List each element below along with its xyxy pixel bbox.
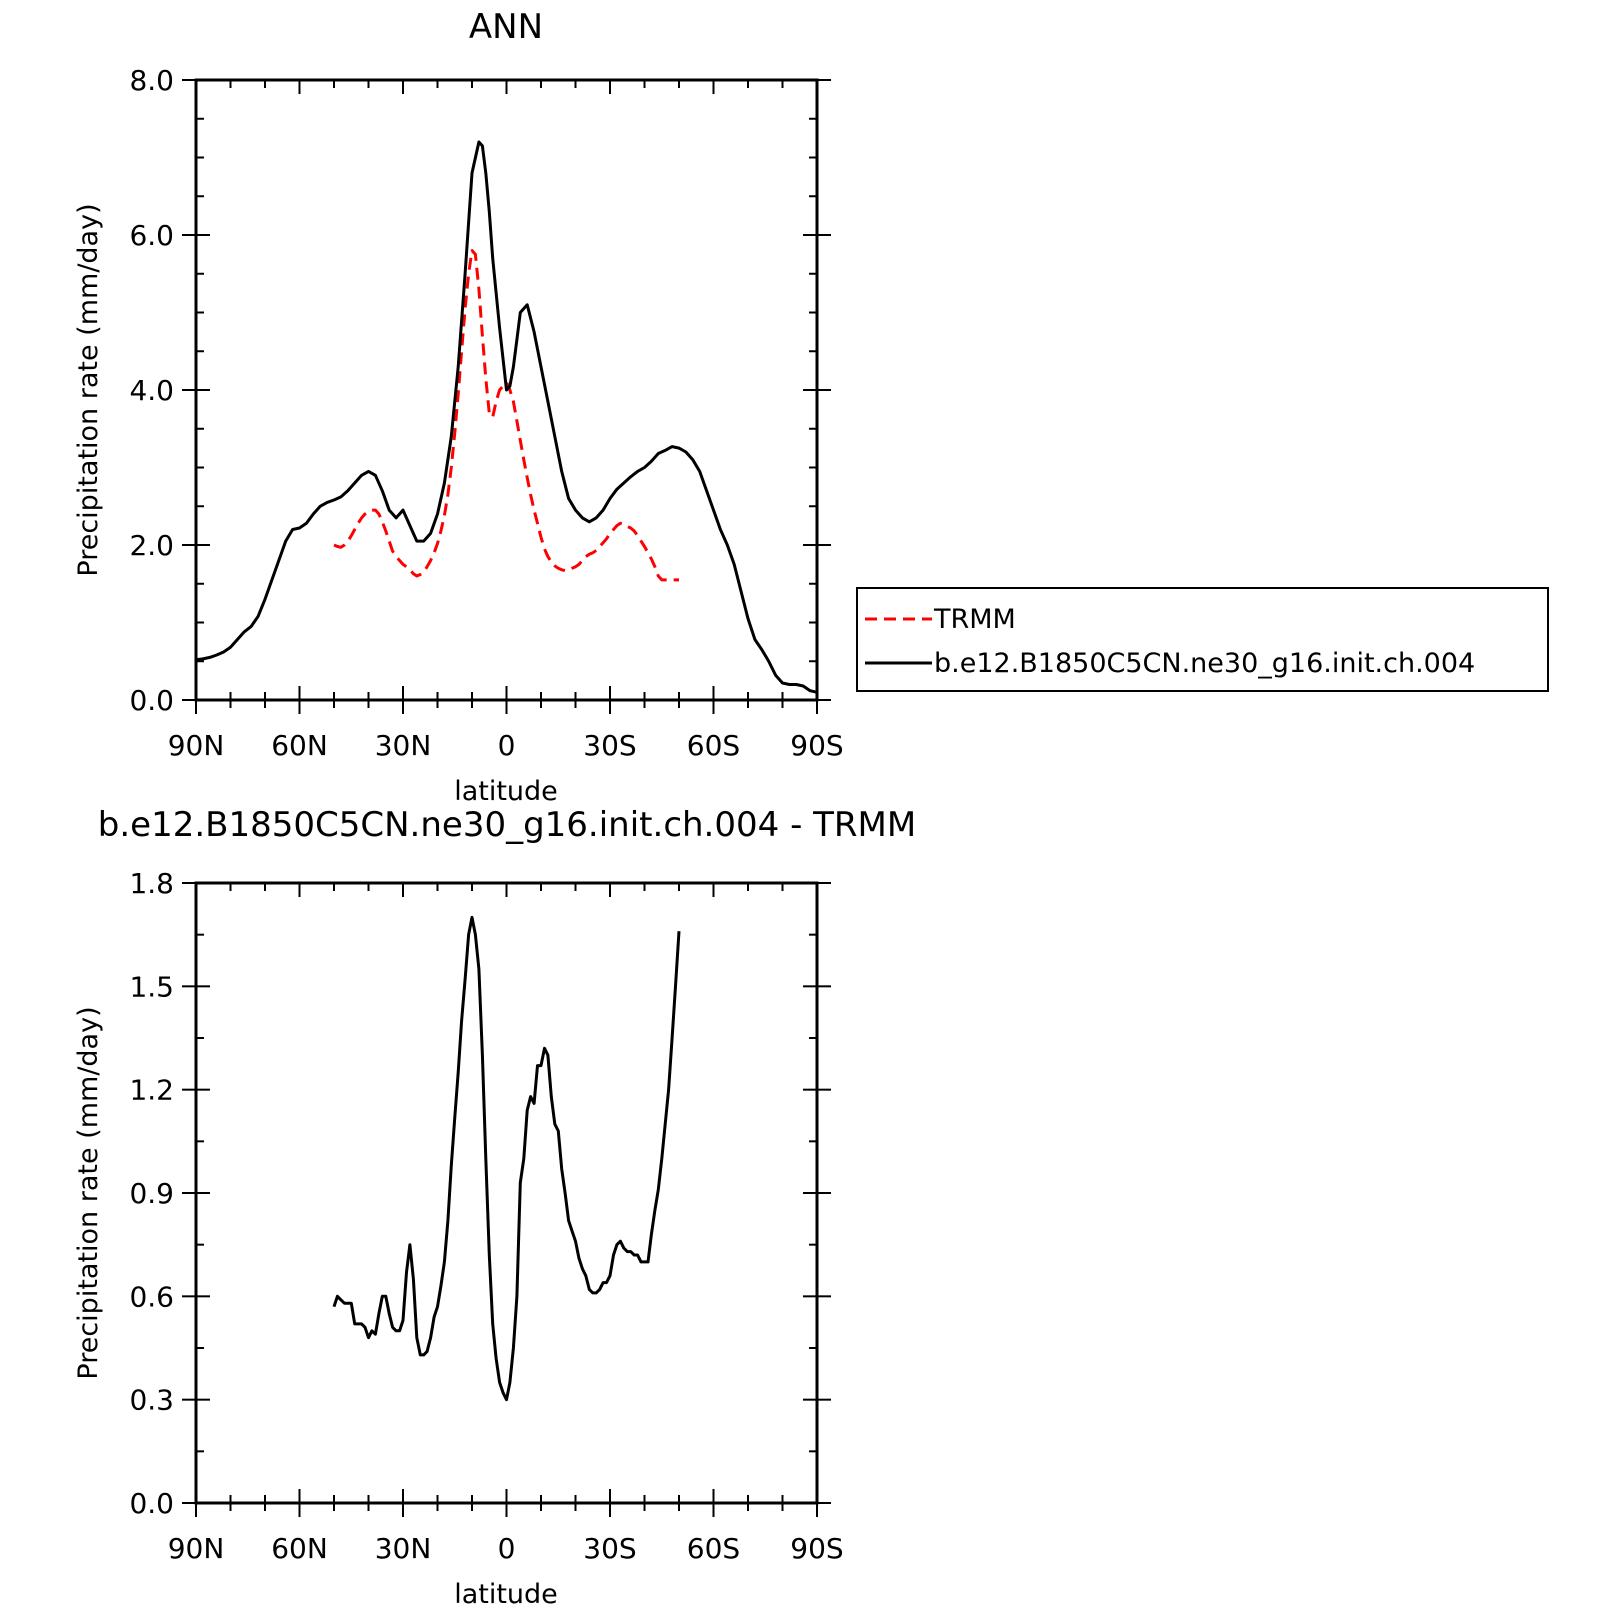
legend-label-model: b.e12.B1850C5CN.ne30_g16.init.ch.004 bbox=[934, 648, 1475, 679]
top-y-tick-label: 0.0 bbox=[129, 684, 174, 717]
bottom-x-tick-label: 90S bbox=[790, 1532, 843, 1565]
top-y-tick-label: 2.0 bbox=[129, 529, 174, 562]
top-chart-panel: ANN 0.0 2.0 4.0 6.0 8.0 90N 60N 30N 0 30S 60S 90S l… bbox=[73, 7, 844, 807]
top-series-line-0 bbox=[333, 249, 679, 582]
top-x-tick-label: 30N bbox=[375, 729, 432, 762]
top-y-tick-label: 4.0 bbox=[129, 374, 174, 407]
bottom-y-tick-label: 1.5 bbox=[129, 970, 174, 1003]
bottom-chart-tick-labels: 0.0 0.3 0.6 0.9 1.2 1.5 1.8 90N 60N 30N 0 30S 60S 90S bbox=[129, 867, 843, 1565]
bottom-y-tick-label: 1.2 bbox=[129, 1074, 174, 1107]
bottom-chart-xlabel: latitude bbox=[454, 1579, 558, 1608]
top-x-tick-label: 0 bbox=[498, 729, 516, 762]
bottom-x-tick-label: 30S bbox=[583, 1532, 636, 1565]
top-chart-ticks bbox=[182, 79, 831, 714]
top-x-tick-label: 60S bbox=[687, 729, 740, 762]
bottom-x-tick-label: 0 bbox=[498, 1532, 516, 1565]
top-x-tick-label: 30S bbox=[583, 729, 636, 762]
top-series-line-1 bbox=[195, 140, 818, 694]
top-x-tick-label: 90N bbox=[168, 729, 225, 762]
bottom-y-tick-label: 0.9 bbox=[129, 1177, 174, 1210]
top-chart-title: ANN bbox=[469, 7, 543, 47]
bottom-y-tick-label: 0.6 bbox=[129, 1280, 174, 1313]
top-y-tick-label: 6.0 bbox=[129, 219, 174, 252]
top-y-tick-label: 8.0 bbox=[129, 64, 174, 97]
bottom-chart-title: b.e12.B1850C5CN.ne30_g16.init.ch.004 - T… bbox=[98, 805, 916, 845]
bottom-chart-frame bbox=[194, 881, 819, 1505]
bottom-chart-ylabel: Precipitation rate (mm/day) bbox=[73, 1006, 104, 1379]
top-chart-series bbox=[195, 140, 818, 694]
bottom-x-tick-label: 30N bbox=[375, 1532, 432, 1565]
top-chart-ylabel: Precipitation rate (mm/day) bbox=[73, 203, 104, 576]
bottom-series-line-0 bbox=[332, 915, 681, 1402]
legend-label-trmm: TRMM bbox=[933, 604, 1016, 635]
bottom-chart-series bbox=[332, 915, 681, 1402]
legend-box bbox=[856, 587, 1549, 692]
bottom-x-tick-label: 90N bbox=[168, 1532, 225, 1565]
top-x-tick-label: 60N bbox=[271, 729, 328, 762]
bottom-chart-panel: b.e12.B1850C5CN.ne30_g16.init.ch.004 - T… bbox=[73, 805, 916, 1608]
bottom-y-tick-label: 0.0 bbox=[129, 1487, 174, 1520]
top-chart-legend: TRMM b.e12.B1850C5CN.ne30_g16.init.ch.00… bbox=[856, 587, 1549, 692]
bottom-x-tick-label: 60S bbox=[687, 1532, 740, 1565]
top-chart-tick-labels: 0.0 2.0 4.0 6.0 8.0 90N 60N 30N 0 30S 60S 90S bbox=[129, 64, 843, 762]
bottom-y-tick-label: 0.3 bbox=[129, 1384, 174, 1417]
top-chart-frame bbox=[194, 78, 819, 702]
bottom-chart-ticks bbox=[182, 882, 831, 1517]
bottom-x-tick-label: 60N bbox=[271, 1532, 328, 1565]
bottom-y-tick-label: 1.8 bbox=[129, 867, 174, 900]
top-chart-xlabel: latitude bbox=[454, 776, 558, 807]
top-x-tick-label: 90S bbox=[790, 729, 843, 762]
